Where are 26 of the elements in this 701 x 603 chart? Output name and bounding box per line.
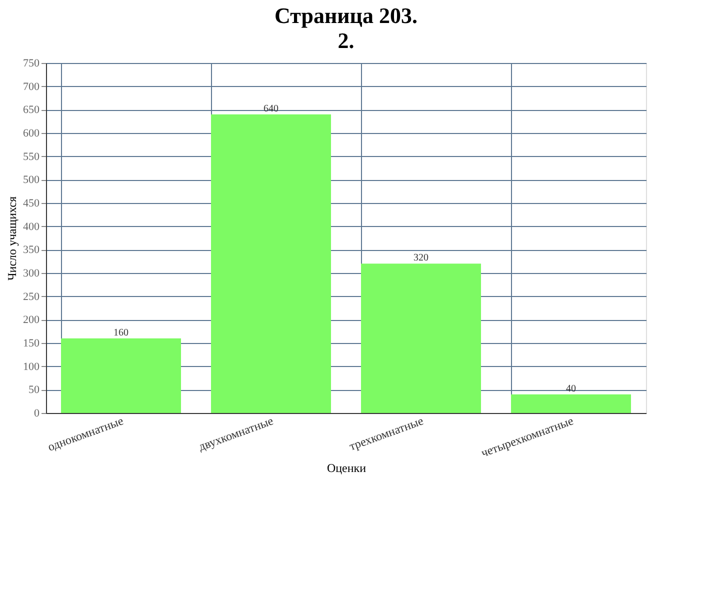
data-label: 160 bbox=[114, 327, 128, 338]
y-tick-label: 250 bbox=[23, 290, 40, 303]
y-tick-label: 100 bbox=[23, 360, 40, 373]
bar bbox=[361, 264, 481, 413]
y-tick-label: 600 bbox=[23, 128, 40, 140]
y-tick-label: 750 bbox=[23, 58, 40, 70]
y-tick-label: 300 bbox=[23, 268, 40, 280]
y-tick-label: 450 bbox=[23, 198, 40, 210]
y-tick-label: 200 bbox=[23, 314, 40, 326]
bar bbox=[61, 338, 181, 413]
y-tick-label: 700 bbox=[23, 80, 40, 93]
y-tick-label: 150 bbox=[23, 338, 40, 350]
bar bbox=[211, 114, 331, 413]
y-tick-label: 500 bbox=[23, 174, 40, 186]
y-tick-label: 400 bbox=[23, 220, 40, 233]
y-tick-label: 0 bbox=[34, 408, 40, 420]
data-label: 320 bbox=[414, 252, 428, 264]
chart-title: Страница 203. bbox=[274, 3, 418, 28]
y-tick-label: 550 bbox=[23, 150, 40, 163]
y-tick-label: 50 bbox=[28, 384, 40, 396]
y-tick-label: 350 bbox=[23, 244, 40, 256]
x-axis-title: Оценки bbox=[326, 460, 367, 475]
text: 2. bbox=[338, 28, 354, 53]
y-tick-label: 650 bbox=[23, 104, 40, 116]
bar bbox=[511, 394, 631, 413]
y-axis-title: Число учащихся bbox=[5, 196, 19, 281]
